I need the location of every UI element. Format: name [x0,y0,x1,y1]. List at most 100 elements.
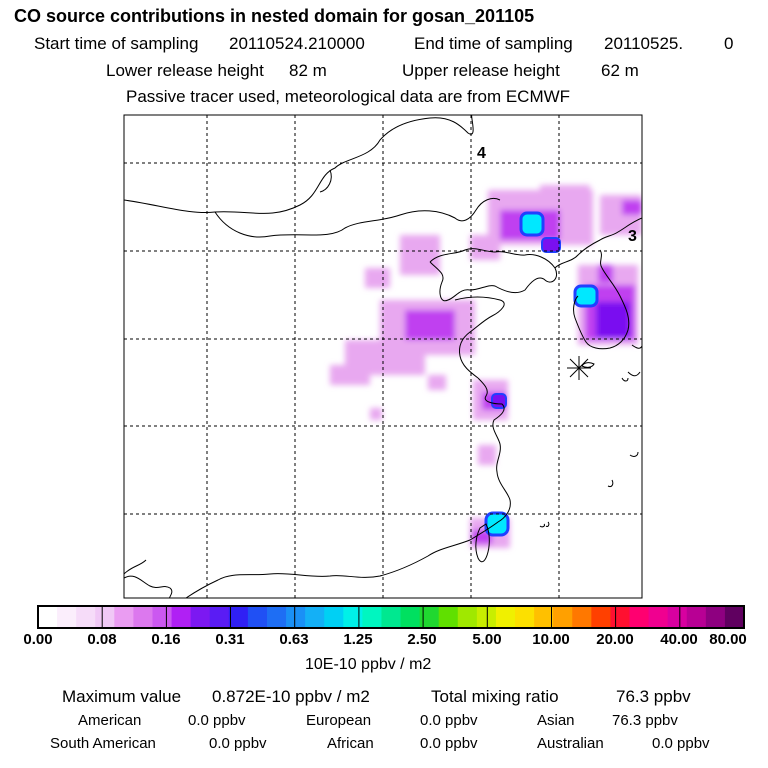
plume-cell [470,235,500,260]
graticule [124,115,642,598]
colorbar-swatch [305,606,325,628]
colorbar-swatch [515,606,535,628]
tracer-note: Passive tracer used, meteorological data… [126,87,571,106]
islands-japan [539,344,642,528]
plume-cell [365,268,390,288]
region-south-american-label: South American [50,735,156,752]
colorbar-tick: 80.00 [709,631,747,648]
plume-cell [370,408,382,420]
plume-cell [428,375,446,390]
colorbar-tick: 0.16 [151,631,181,648]
total-mixing-value: 76.3 ppbv [616,687,691,706]
colorbar-swatch [190,606,211,628]
plume-cell [622,200,642,215]
colorbar-swatch [343,606,363,628]
colorbar-swatch [476,606,497,628]
colorbar-swatch [591,606,612,628]
plume-cell [540,185,590,210]
colorbar-swatch [629,606,650,628]
colorbar-swatch [438,606,459,628]
colorbar-tick: 0.00 [23,631,53,648]
colorbar-tick: 20.00 [596,631,634,648]
total-mixing-label: Total mixing ratio [431,687,559,706]
colorbar-swatch [95,606,115,628]
colorbar-units: 10E-10 ppbv / m2 [305,656,432,673]
region-asian-label: Asian [537,712,575,729]
colorbar-swatch [495,606,516,628]
colorbar-swatch [667,606,688,628]
colorbar-swatch [324,606,344,628]
region-european-label: European [306,712,372,729]
coast-east-china [185,377,511,598]
lower-release-value: 82 m [289,61,327,80]
colorbar-tick: 2.50 [407,631,437,648]
plume-cell [405,310,455,340]
colorbar-swatch [266,606,287,628]
coast-korea [554,217,642,350]
colorbar-tick: 0.08 [87,631,117,648]
colorbar-swatch [38,606,58,628]
max-value-label: Maximum value [62,687,182,706]
map-area: 4 3 [124,115,642,598]
region-american-value: 0.0 ppbv [188,712,246,729]
region-african-label: African [327,735,374,752]
border-india [124,559,147,575]
colorbar-swatch [705,606,726,628]
colorbar-tick: 1.25 [343,631,373,648]
colorbar-swatch [228,606,249,628]
region-african-value: 0.0 ppbv [420,735,478,752]
upper-release-value: 62 m [601,61,639,80]
max-value: 0.872E-10 ppbv / m2 [212,687,370,706]
coast-bohai [429,248,558,302]
end-time-value: 20110525. [604,34,684,53]
colorbar-tick: 5.00 [472,631,502,648]
end-time-hour: 0 [724,34,734,53]
colorbar-swatch [76,606,96,628]
coast-vietnam [124,575,173,598]
colorbar-tick: 0.31 [215,631,245,648]
border-inner [214,197,501,238]
plume-cell [400,235,440,275]
colorbar-swatch [362,606,383,628]
end-time-label: End time of sampling [414,34,573,53]
start-time-value: 20110524.210000 [229,34,365,53]
plume-cell [330,365,370,385]
colorbar-swatch [57,606,77,628]
region-south-american-value: 0.0 ppbv [209,735,267,752]
colorbar-swatch [534,606,554,628]
colorbar-swatch [572,606,592,628]
colorbar-dividers [101,606,681,628]
region-american-label: American [78,712,142,729]
colorbar-swatch [133,606,154,628]
region-australian-value: 0.0 ppbv [652,735,710,752]
colorbar-swatch [457,606,478,628]
colorbar-swatch [114,606,134,628]
colorbar-swatch [419,606,440,628]
plume-cell [478,445,496,465]
colorbar-swatch [247,606,268,628]
coastlines [124,115,642,598]
colorbar-tick: 10.00 [532,631,570,648]
region-asian-value: 76.3 ppbv [612,712,678,729]
hotspot-beijing-east [541,237,561,253]
colorbar-swatch [400,606,421,628]
region-european-value: 0.0 ppbv [420,712,478,729]
island-jeju [581,362,595,368]
hotspot-manchuria [519,211,545,237]
colorbar-tick: 0.63 [279,631,309,648]
start-time-label: Start time of sampling [34,34,199,53]
colorbar-swatch [553,606,573,628]
receptor-star [567,356,591,380]
colorbar-swatch [209,606,230,628]
colorbar-swatch [152,606,173,628]
grid-label-3: 3 [628,228,637,245]
colorbar-swatch [286,606,306,628]
colorbar-swatch [724,606,745,628]
coast-taiwan [475,523,490,563]
colorbar-swatch [610,606,631,628]
border-north [319,169,332,193]
colorbar-frame [37,605,745,629]
colorbar-swatch [381,606,402,628]
grid-label-4: 4 [477,145,486,162]
colorbar-swatch [171,606,192,628]
